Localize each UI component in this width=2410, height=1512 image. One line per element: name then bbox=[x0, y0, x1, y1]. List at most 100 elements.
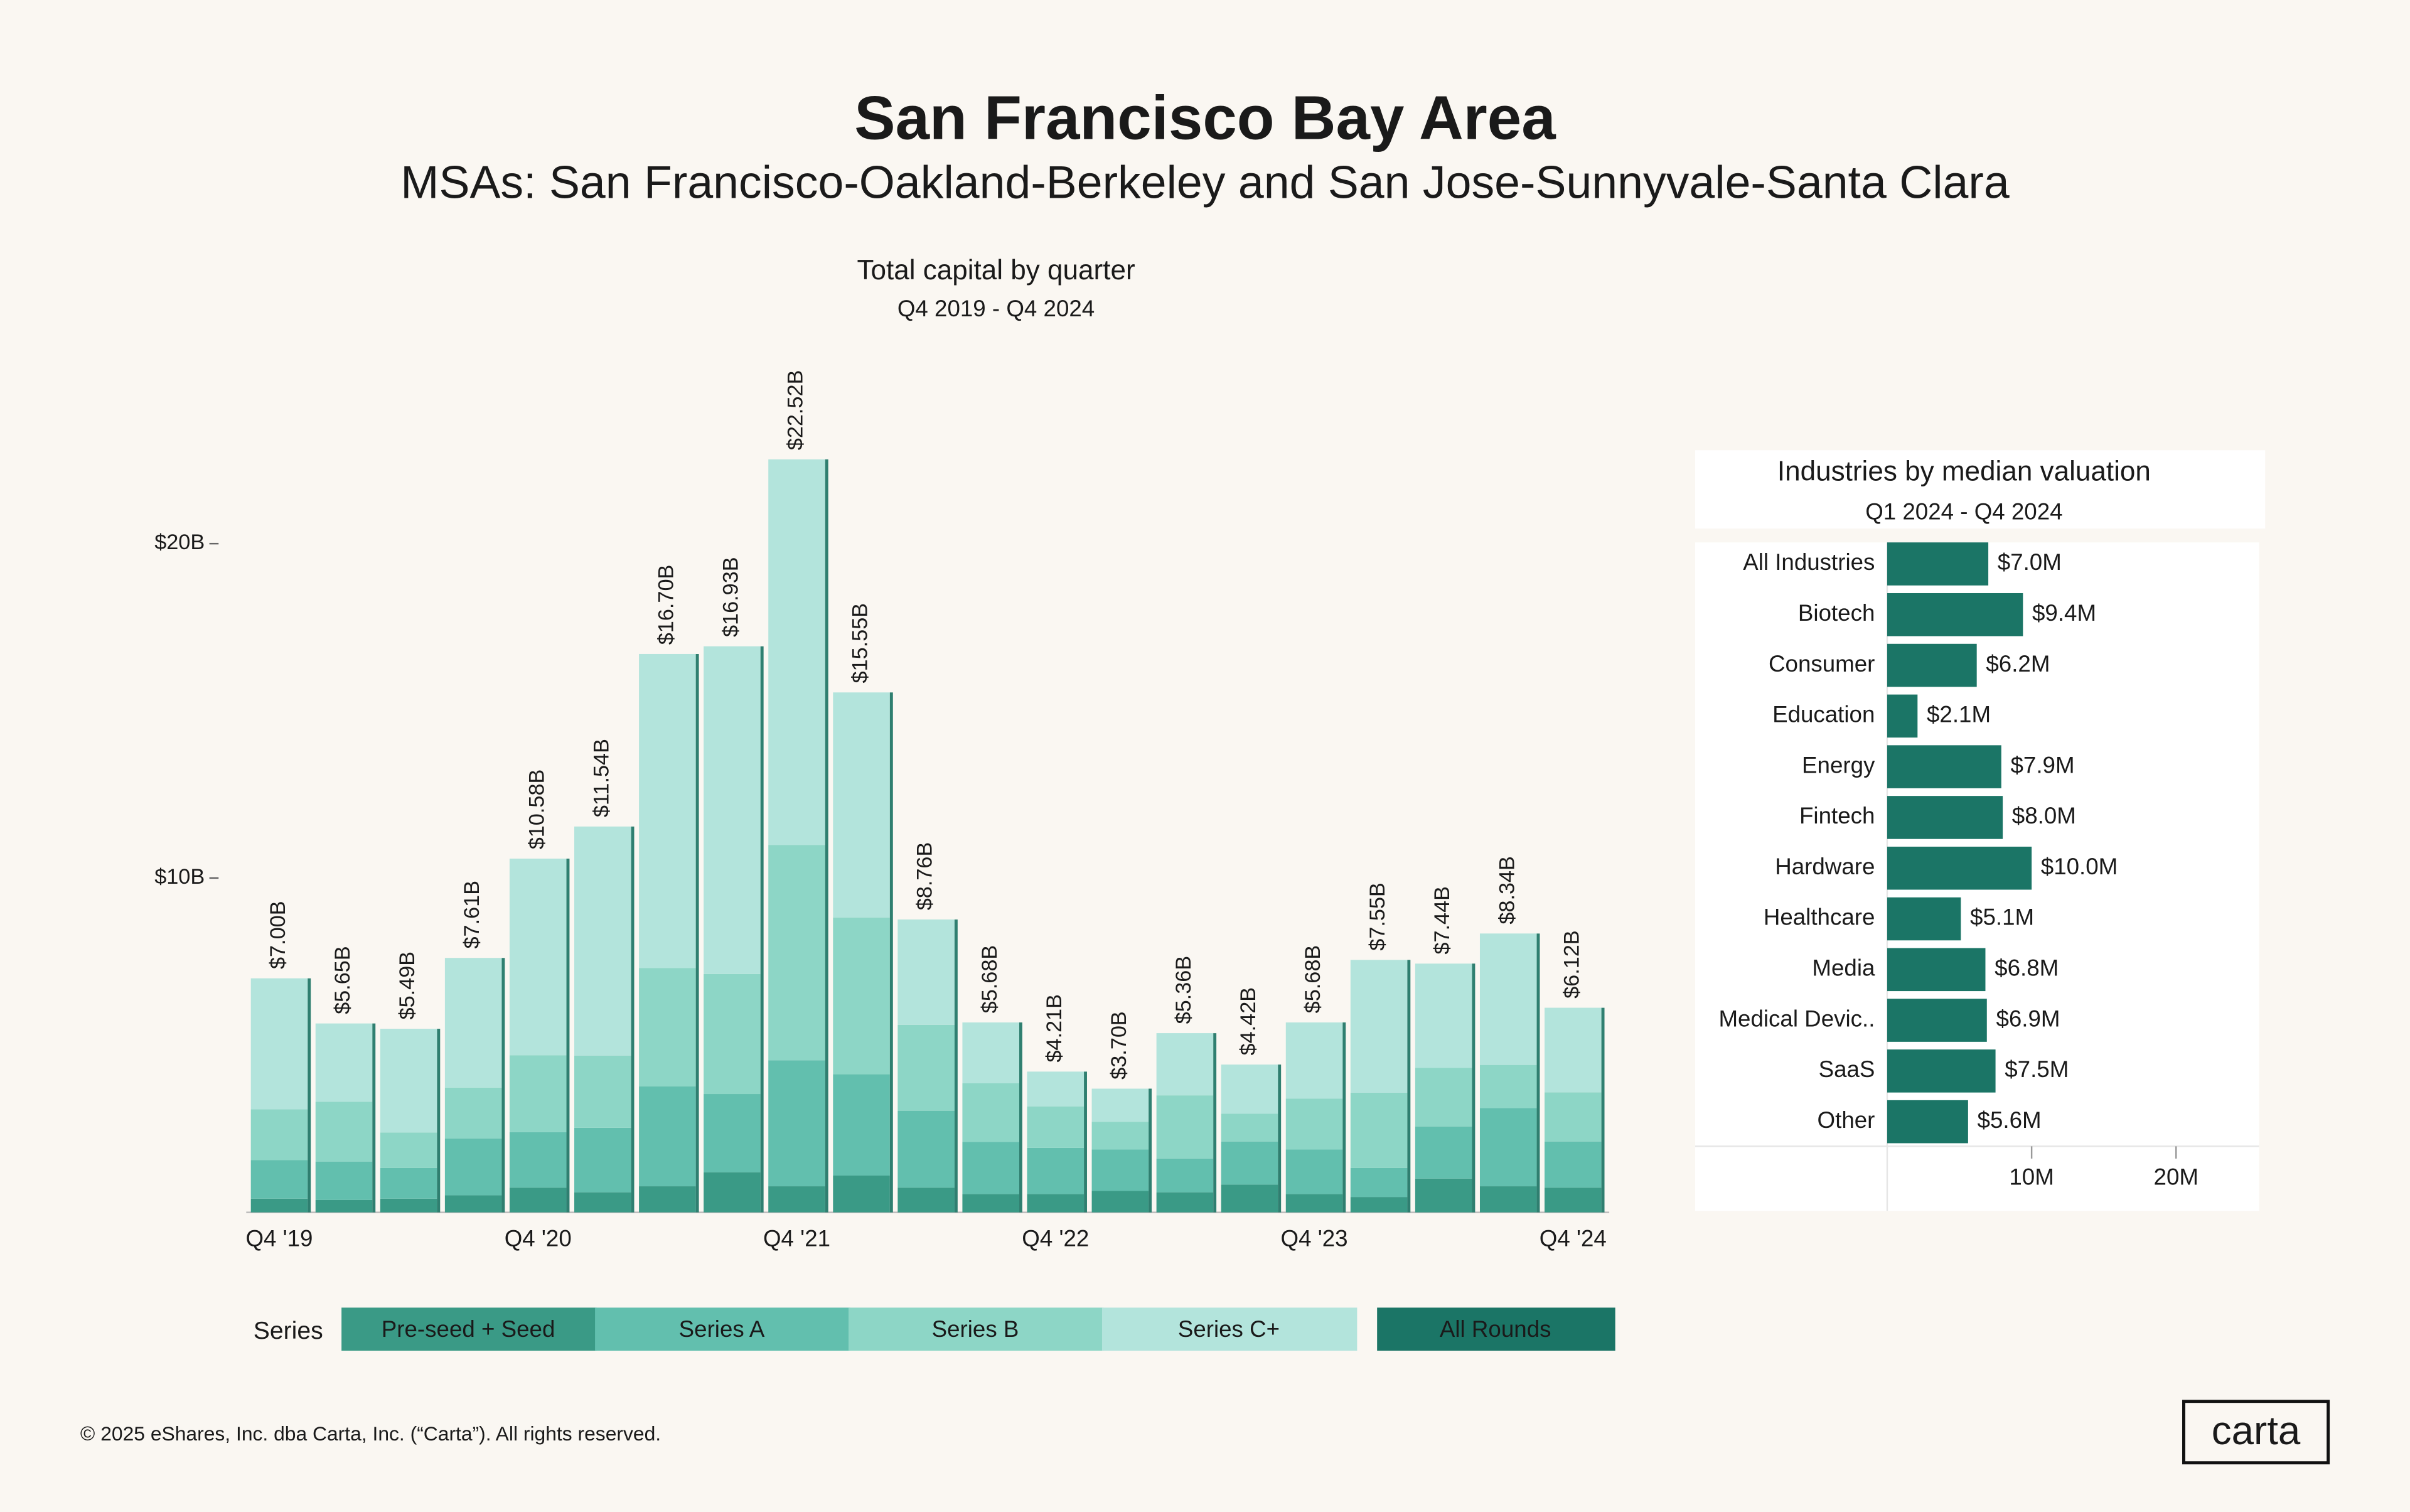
total-label: $10.58B bbox=[525, 769, 549, 850]
bar-segment bbox=[1415, 1126, 1472, 1179]
value-label: $9.4M bbox=[2032, 600, 2096, 626]
category-label: Healthcare bbox=[1764, 904, 1875, 930]
bar-segment bbox=[704, 646, 761, 974]
category-label: Other bbox=[1818, 1107, 1875, 1133]
bar-segment bbox=[1027, 1106, 1084, 1148]
chart-title: Industries by median valuation bbox=[1777, 456, 2151, 487]
total-label: $8.34B bbox=[1495, 856, 1519, 925]
x-tick-label: Q4 '24 bbox=[1540, 1225, 1607, 1251]
bar-segment bbox=[250, 1198, 308, 1213]
bar-segment bbox=[1285, 1194, 1343, 1213]
bar-segment bbox=[1479, 1064, 1537, 1108]
page-title: San Francisco Bay Area bbox=[854, 83, 1556, 153]
legend-label[interactable]: Series C+ bbox=[1178, 1316, 1280, 1342]
bar bbox=[1887, 1049, 1996, 1093]
bar-segment bbox=[1415, 1068, 1472, 1127]
bar-segment bbox=[1545, 1007, 1602, 1093]
value-label: $7.0M bbox=[1998, 549, 2062, 575]
x-tick-label: 20M bbox=[2154, 1164, 2198, 1189]
bar-segment bbox=[1350, 1197, 1408, 1213]
bar-segment bbox=[639, 968, 696, 1086]
y-tick-label: $10B bbox=[154, 865, 205, 889]
legend-swatch[interactable] bbox=[1101, 1307, 1358, 1351]
bar-segment bbox=[574, 826, 631, 1056]
bar-segment bbox=[1221, 1064, 1278, 1114]
category-label: Media bbox=[1812, 955, 1875, 980]
bar-segment bbox=[1285, 1149, 1343, 1194]
chart-subtitle: Q4 2019 - Q4 2024 bbox=[897, 296, 1095, 321]
bar bbox=[1887, 897, 1961, 941]
bar-segment bbox=[962, 1022, 1020, 1083]
bar bbox=[1887, 999, 1987, 1042]
bar-segment bbox=[1221, 1141, 1278, 1185]
legend-swatch[interactable] bbox=[849, 1307, 1104, 1351]
bar-segment bbox=[704, 973, 761, 1095]
bar-segment bbox=[639, 1186, 696, 1213]
total-label: $11.54B bbox=[589, 739, 613, 817]
bar-segment bbox=[1027, 1071, 1084, 1107]
category-label: Biotech bbox=[1798, 600, 1875, 626]
legend-label[interactable]: Series A bbox=[679, 1316, 765, 1342]
legend-title: Series bbox=[254, 1317, 323, 1344]
bar-segment bbox=[704, 1094, 761, 1172]
category-label: Fintech bbox=[1799, 803, 1875, 828]
legend-swatch[interactable] bbox=[341, 1307, 597, 1351]
bar-segment bbox=[897, 919, 955, 1025]
bar bbox=[1887, 745, 2001, 788]
total-label: $5.49B bbox=[395, 952, 419, 1020]
bar-segment bbox=[1156, 1192, 1214, 1213]
bar-segment bbox=[1285, 1098, 1343, 1150]
bar-segment bbox=[1479, 933, 1537, 1065]
bar bbox=[1887, 694, 1918, 738]
logo: carta bbox=[2212, 1408, 2301, 1453]
footer: © 2025 eShares, Inc. dba Carta, Inc. (“C… bbox=[80, 1422, 661, 1445]
bar-segment bbox=[250, 1109, 308, 1161]
bar-segment bbox=[768, 845, 825, 1061]
bar-segment bbox=[315, 1161, 373, 1200]
x-tick-label: Q4 '20 bbox=[505, 1225, 572, 1251]
value-label: $8.0M bbox=[2012, 803, 2076, 828]
bar-segment bbox=[380, 1132, 437, 1168]
bar-segment bbox=[1350, 1092, 1408, 1168]
bar-segment bbox=[1027, 1147, 1084, 1194]
bar-segment bbox=[704, 1172, 761, 1213]
bar-segment bbox=[1545, 1092, 1602, 1142]
bar-segment bbox=[897, 1110, 955, 1188]
bar bbox=[1887, 948, 1986, 992]
category-label: SaaS bbox=[1819, 1056, 1875, 1082]
bar-segment bbox=[315, 1023, 373, 1102]
bar-segment bbox=[897, 1188, 955, 1213]
bar-segment bbox=[1285, 1022, 1343, 1099]
legend-label[interactable]: Pre-seed + Seed bbox=[382, 1316, 555, 1342]
bar-segment bbox=[509, 1055, 567, 1132]
category-label: Energy bbox=[1802, 752, 1875, 778]
legend-button[interactable] bbox=[1377, 1307, 1615, 1351]
total-label: $4.42B bbox=[1236, 987, 1260, 1056]
value-label: $6.2M bbox=[1986, 651, 2050, 677]
bar-segment bbox=[1479, 1186, 1537, 1213]
bar-segment bbox=[639, 653, 696, 968]
y-tick-label: $20B bbox=[154, 530, 205, 554]
bar-segment bbox=[962, 1142, 1020, 1194]
bar-segment bbox=[897, 1024, 955, 1111]
bar-segment bbox=[962, 1083, 1020, 1142]
bar bbox=[1887, 1100, 1968, 1144]
bar-segment bbox=[574, 1127, 631, 1193]
legend-swatch[interactable] bbox=[595, 1307, 850, 1351]
bar-segment bbox=[380, 1029, 437, 1133]
value-label: $10.0M bbox=[2041, 854, 2118, 879]
category-label: Hardware bbox=[1775, 854, 1875, 879]
legend-label[interactable]: All Rounds bbox=[1440, 1316, 1551, 1342]
bar-segment bbox=[444, 958, 502, 1088]
bar-segment bbox=[768, 459, 825, 845]
total-label: $3.70B bbox=[1107, 1011, 1131, 1080]
category-label: Medical Devic.. bbox=[1718, 1005, 1875, 1031]
bar-segment bbox=[1221, 1184, 1278, 1213]
bar-segment bbox=[768, 1060, 825, 1187]
total-label: $7.44B bbox=[1430, 886, 1454, 955]
legend-label[interactable]: Series B bbox=[932, 1316, 1019, 1342]
total-label: $7.61B bbox=[460, 881, 484, 949]
value-label: $7.9M bbox=[2010, 752, 2074, 778]
bar-segment bbox=[962, 1194, 1020, 1213]
